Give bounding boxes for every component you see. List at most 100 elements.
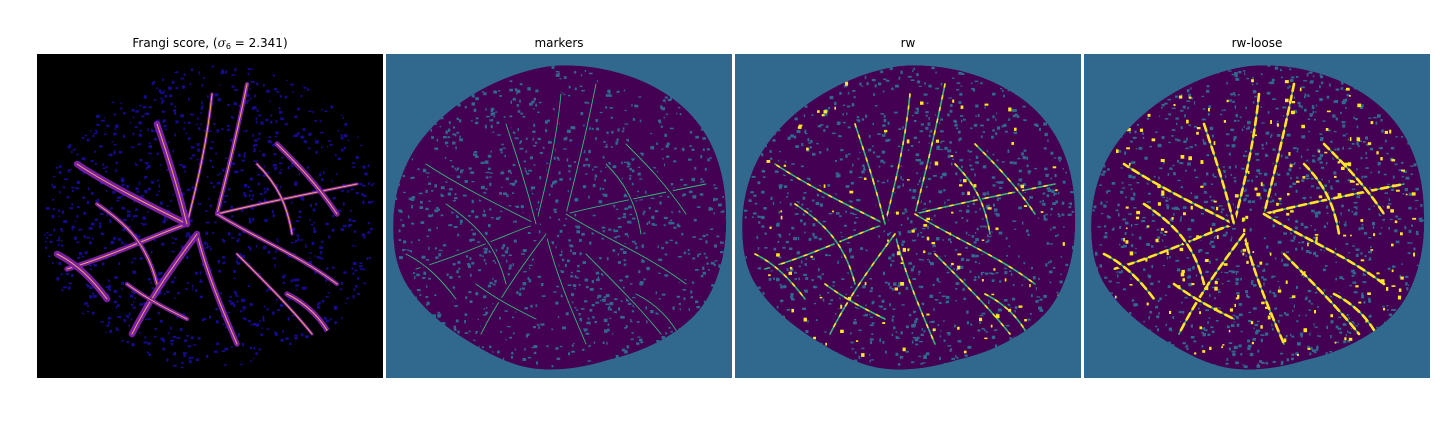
segmentation-fragment bbox=[1052, 166, 1057, 169]
segmentation-fragment bbox=[1261, 301, 1265, 305]
segmentation-fragment bbox=[1251, 79, 1254, 83]
vessel-core bbox=[236, 253, 313, 335]
segmentation-fragment bbox=[1157, 202, 1161, 206]
vessel-core bbox=[196, 233, 238, 345]
segmentation-fragment bbox=[934, 161, 939, 166]
segmentation-fragment bbox=[900, 282, 905, 286]
segmentation-fragment bbox=[1290, 110, 1295, 115]
segmentation-fragment bbox=[1390, 209, 1394, 213]
segmentation-fragment bbox=[981, 279, 984, 282]
segmentation-fragment bbox=[1237, 294, 1240, 299]
segmentation-fragment bbox=[1355, 183, 1359, 186]
segmentation-fragment bbox=[957, 326, 960, 330]
segmentation-fragment bbox=[1350, 234, 1352, 237]
segmentation-fragment bbox=[1373, 233, 1376, 237]
vessel-segmentation bbox=[914, 213, 1036, 285]
segmentation-fragment bbox=[1128, 163, 1131, 166]
segmentation-fragment bbox=[1315, 236, 1318, 240]
segmentation-fragment bbox=[847, 296, 852, 301]
vessel-segmentation bbox=[774, 163, 886, 225]
segmentation-fragment bbox=[1241, 217, 1245, 222]
segmentation-fragment bbox=[1376, 272, 1380, 275]
segmentation-fragment bbox=[1250, 321, 1254, 325]
segmentation-fragment bbox=[1126, 128, 1131, 132]
segmentation-fragment bbox=[932, 328, 936, 332]
vessel-core bbox=[96, 203, 158, 285]
segmentation-fragment bbox=[1191, 283, 1195, 286]
segmentation-fragment bbox=[1242, 252, 1245, 256]
frangi-panel: Frangi score, (σ6 = 2.341) bbox=[37, 36, 383, 378]
segmentation-fragment bbox=[907, 179, 910, 181]
segmentation-fragment bbox=[1289, 164, 1293, 168]
segmentation-fragment bbox=[1135, 216, 1140, 220]
segmentation-fragment bbox=[1180, 155, 1185, 159]
vessel-marker bbox=[480, 233, 547, 335]
segmentation-fragment bbox=[788, 271, 792, 275]
segmentation-fragment bbox=[1391, 159, 1396, 162]
segmentation-fragment bbox=[821, 114, 825, 117]
segmentation-fragment bbox=[951, 262, 954, 266]
segmentation-fragment bbox=[1123, 237, 1125, 242]
segmentation-fragment bbox=[949, 232, 952, 236]
segmentation-fragment bbox=[1398, 288, 1402, 292]
segmentation-fragment bbox=[776, 253, 780, 257]
segmentation-fragment bbox=[1205, 259, 1209, 262]
vessel-segmentation bbox=[1282, 252, 1361, 336]
vessel-marker bbox=[625, 143, 687, 215]
vessel-segmentation bbox=[914, 183, 1056, 215]
segmentation-fragment bbox=[1278, 197, 1282, 200]
vessel-segmentation bbox=[1122, 162, 1236, 226]
segmentation-fragment bbox=[1223, 120, 1226, 123]
segmentation-fragment bbox=[1383, 308, 1386, 311]
segmentation-fragment bbox=[1307, 242, 1309, 247]
segmentation-fragment bbox=[957, 265, 961, 270]
segmentation-fragment bbox=[1285, 98, 1289, 103]
segmentation-fragment bbox=[1209, 346, 1212, 350]
segmentation-fragment bbox=[1147, 225, 1150, 228]
segmentation-fragment bbox=[1265, 306, 1269, 309]
segmentation-fragment bbox=[981, 239, 985, 241]
vessel-segmentation bbox=[794, 203, 856, 285]
tissue-region bbox=[1091, 65, 1425, 370]
segmentation-fragment bbox=[1040, 211, 1044, 213]
vessel-segmentation bbox=[824, 283, 886, 320]
segmentation-fragment bbox=[1129, 284, 1133, 286]
rw-panel: rw bbox=[735, 36, 1081, 378]
segmentation-fragment bbox=[894, 287, 898, 291]
segmentation-fragment bbox=[902, 247, 906, 252]
vessel-segmentation bbox=[1112, 222, 1236, 271]
vessel-marker bbox=[505, 123, 537, 225]
segmentation-fragment bbox=[1296, 180, 1300, 183]
vessel-marker bbox=[405, 253, 457, 300]
segmentation-fragment bbox=[819, 296, 823, 299]
segmentation-fragment bbox=[1338, 159, 1342, 163]
segmentation-fragment bbox=[1173, 104, 1176, 107]
segmentation-fragment bbox=[1200, 185, 1204, 188]
vessel-marker bbox=[535, 93, 562, 225]
segmentation-fragment bbox=[1125, 227, 1128, 230]
segmentation-fragment bbox=[1314, 310, 1316, 314]
rw-vessels bbox=[751, 81, 1065, 362]
segmentation-fragment bbox=[864, 282, 867, 286]
vessel-marker bbox=[445, 203, 507, 285]
segmentation-fragment bbox=[1299, 87, 1302, 92]
segmentation-fragment bbox=[951, 211, 954, 214]
segmentation-fragment bbox=[1297, 354, 1299, 356]
segmentation-fragment bbox=[1014, 127, 1017, 131]
segmentation-fragment bbox=[1380, 157, 1383, 161]
segmentation-fragment bbox=[926, 236, 930, 241]
segmentation-fragment bbox=[1411, 192, 1416, 196]
vessel-core bbox=[76, 163, 188, 225]
segmentation-fragment bbox=[1136, 210, 1141, 215]
vessel-core bbox=[156, 123, 188, 225]
segmentation-fragment bbox=[1210, 227, 1212, 232]
segmentation-fragment bbox=[902, 347, 906, 352]
vessel-segmentation bbox=[854, 123, 886, 225]
segmentation-fragment bbox=[1272, 210, 1276, 214]
segmentation-fragment bbox=[1169, 310, 1172, 314]
frangi-panel-title: Frangi score, (σ6 = 2.341) bbox=[132, 36, 288, 51]
segmentation-fragment bbox=[832, 210, 834, 213]
vessel-core bbox=[66, 223, 188, 270]
segmentation-fragment bbox=[1182, 278, 1185, 282]
segmentation-fragment bbox=[1011, 142, 1014, 145]
